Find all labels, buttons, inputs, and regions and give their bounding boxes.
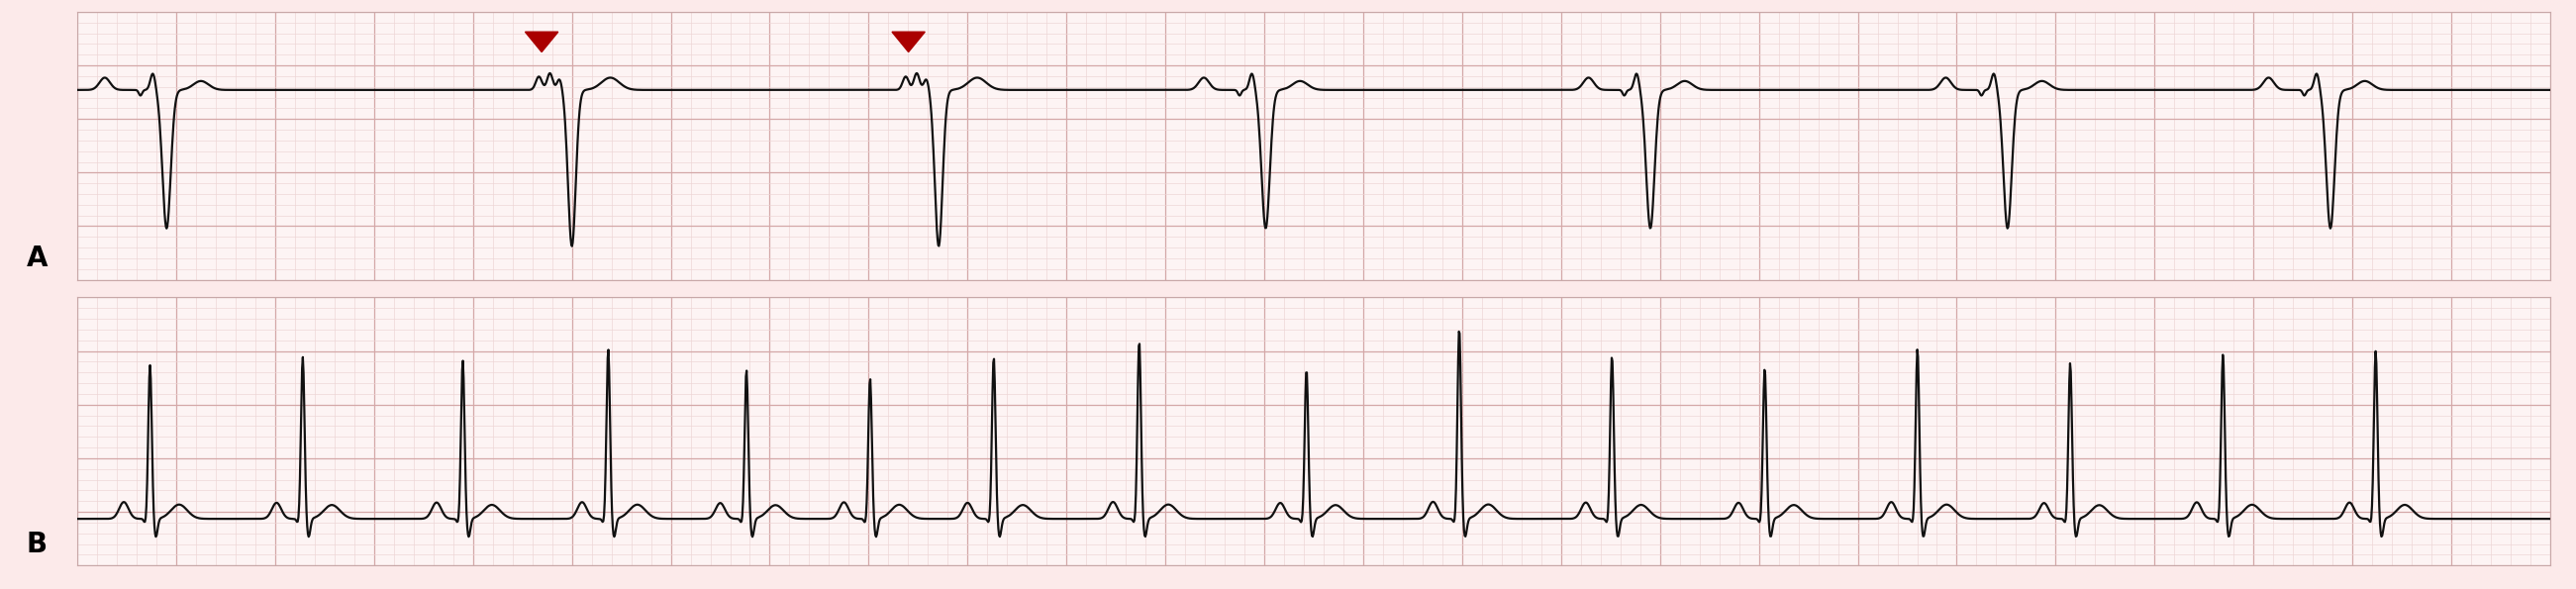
Text: B: B (26, 530, 46, 558)
Polygon shape (891, 32, 925, 52)
Text: A: A (26, 244, 46, 272)
Polygon shape (526, 32, 559, 52)
